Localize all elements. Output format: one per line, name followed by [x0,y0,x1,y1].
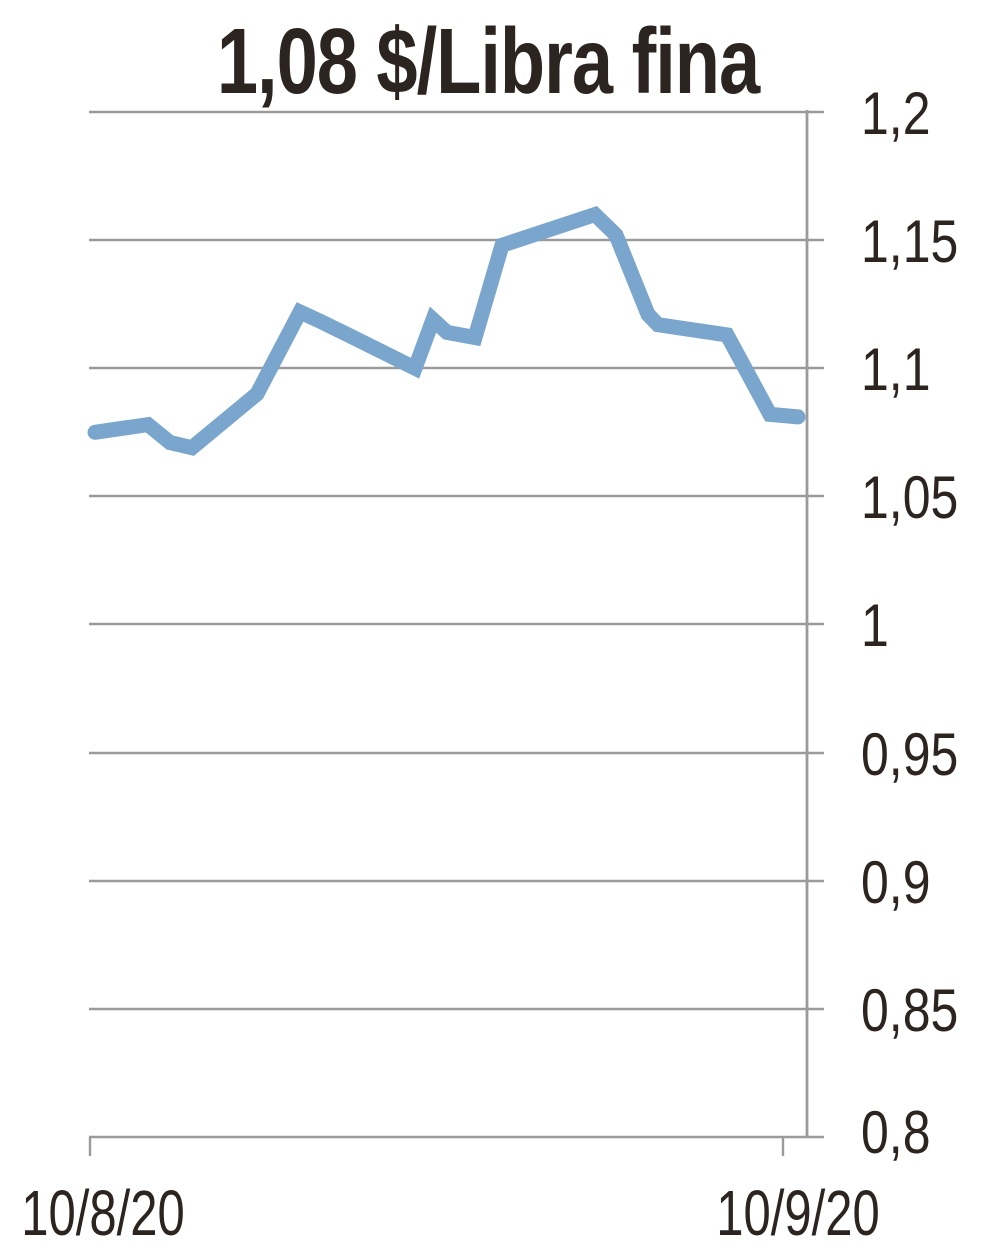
y-tick-label-1-05: 1,05 [861,464,958,531]
x-axis-labels: 10/8/20 10/9/20 [21,1179,879,1250]
y-tick-label-1-15: 1,15 [861,208,958,275]
y-tick-label-1: 1 [861,592,889,659]
x-tick-label-start: 10/8/20 [21,1179,184,1250]
y-tick-label-1-1: 1,1 [861,336,931,403]
y-tick-label-0-8: 0,8 [861,1099,931,1166]
gridlines [89,110,824,1139]
price-line-series [87,205,806,456]
y-axis-labels: 1,2 1,15 1,1 1,05 1 0,95 0,9 0,85 0,8 [861,80,958,1166]
y-tick-label-0-85: 0,85 [861,977,958,1044]
chart-title: 1,08 $/Libra fina [217,9,761,113]
y-tick-label-0-9: 0,9 [861,849,931,916]
y-tick-label-0-95: 0,95 [861,721,958,788]
x-tick-label-end: 10/9/20 [716,1179,879,1250]
y-tick-label-1-2: 1,2 [861,80,931,147]
